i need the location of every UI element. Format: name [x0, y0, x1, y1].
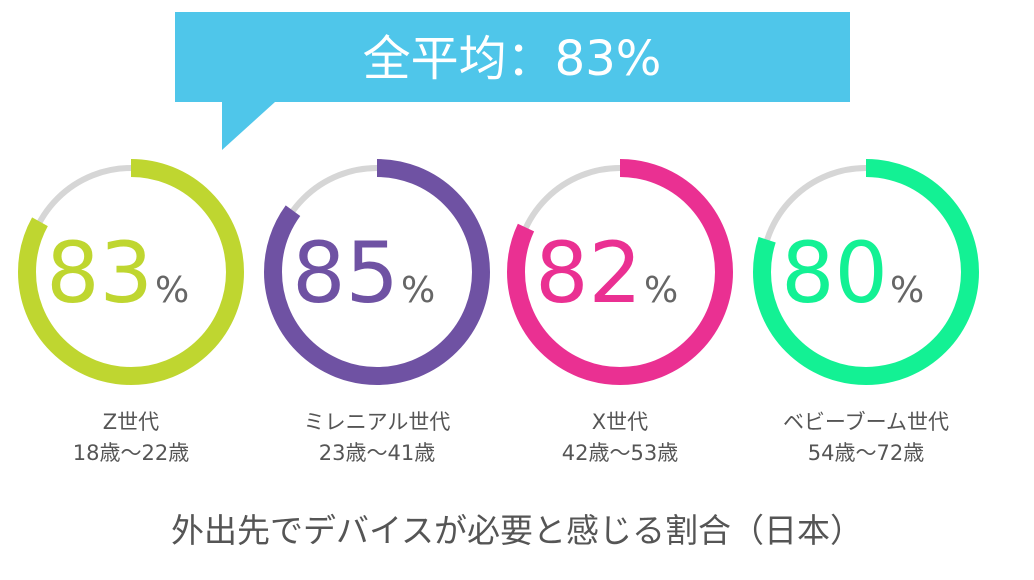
- average-banner-text: 全平均：83%: [363, 31, 662, 87]
- average-separator: ：: [507, 31, 555, 87]
- age-range-label: 23歳〜41歳: [319, 441, 435, 465]
- donut-value-label: 83: [46, 224, 153, 322]
- donut-value-label: 82: [535, 224, 642, 322]
- donut-2: 85 % ミレニアル世代 23歳〜41歳: [264, 159, 490, 465]
- donut-3: 82 % X世代 42歳〜53歳: [507, 159, 733, 465]
- average-banner-shape: [175, 12, 850, 150]
- donut-unit-label: %: [644, 270, 678, 311]
- generation-label: Z世代: [103, 410, 159, 434]
- chart-caption: 外出先でデバイスが必要と感じる割合（日本）: [171, 511, 863, 550]
- donut-value-label: 85: [292, 224, 399, 322]
- age-range-label: 42歳〜53歳: [562, 441, 678, 465]
- generation-label: X世代: [592, 410, 648, 434]
- donut-unit-label: %: [890, 270, 924, 311]
- generation-label: ベビーブーム世代: [783, 410, 949, 434]
- age-range-label: 18歳〜22歳: [73, 441, 189, 465]
- generation-label: ミレニアル世代: [304, 410, 451, 434]
- donut-arc: [264, 159, 490, 385]
- donut-unit-label: %: [155, 270, 189, 311]
- donut-arc: [753, 159, 979, 385]
- donut-arc: [507, 159, 733, 385]
- donut-unit-label: %: [401, 270, 435, 311]
- donut-value-label: 80: [781, 224, 888, 322]
- average-label: 全平均: [363, 31, 507, 87]
- average-value: 83%: [555, 31, 662, 87]
- age-range-label: 54歳〜72歳: [808, 441, 924, 465]
- donut-4: 80 % ベビーブーム世代 54歳〜72歳: [753, 159, 979, 465]
- donut-group: 83 % Z世代 18歳〜22歳 85 % ミレニアル世代 23歳〜41歳 82 % X世代 42歳〜…: [18, 159, 979, 465]
- average-banner: 全平均：83%: [175, 12, 850, 150]
- donut-arc: [18, 159, 244, 385]
- donut-1: 83 % Z世代 18歳〜22歳: [18, 159, 244, 465]
